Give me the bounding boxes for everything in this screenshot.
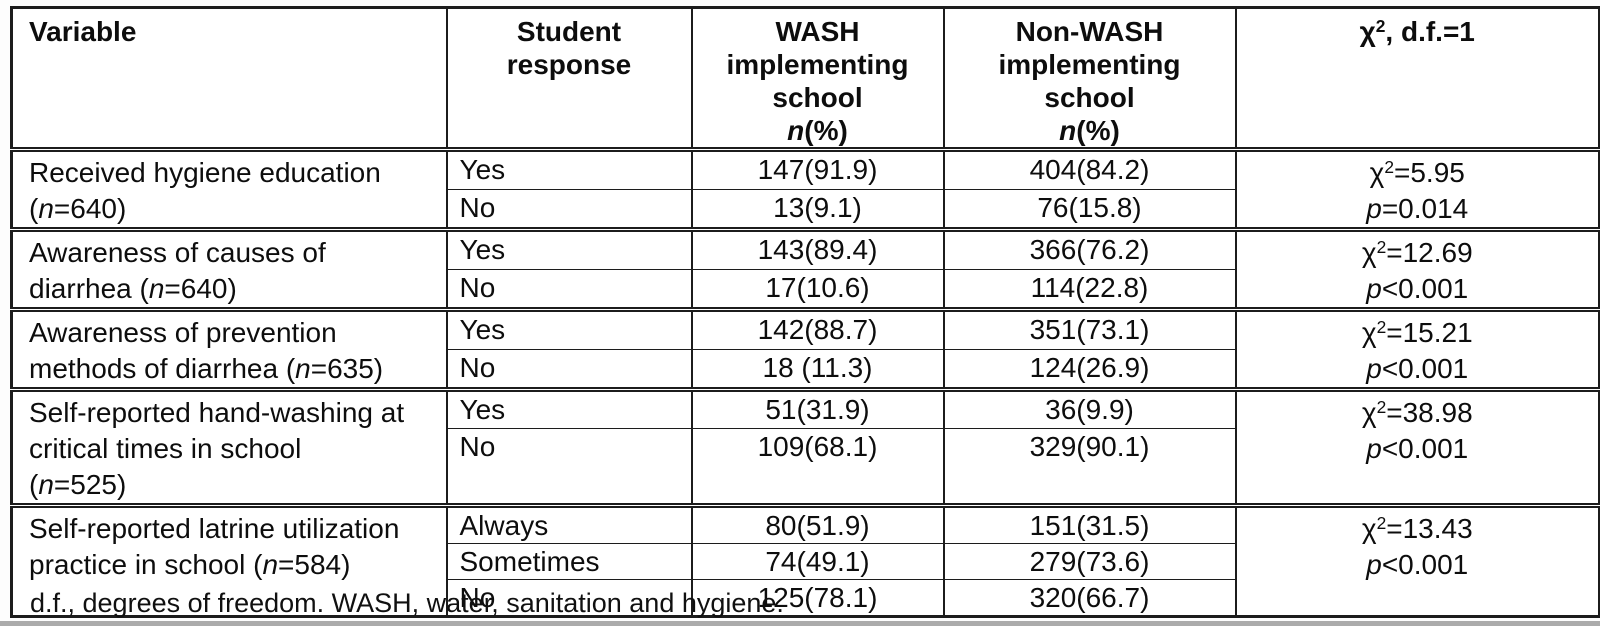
- header-line: WASH: [775, 16, 860, 47]
- header-wash-school: WASH implementing school n(%): [690, 6, 945, 152]
- header-non-wash-school: Non-WASH implementing school n(%): [942, 6, 1237, 152]
- chi-statistic: χ2=12.69: [1361, 237, 1473, 268]
- response-cell: Sometimes: [445, 543, 693, 580]
- wash-value-cell: 109(68.1): [690, 428, 945, 506]
- variable-line: critical times in school: [29, 433, 302, 464]
- paper-table-region: Variable Student response WASH implement…: [10, 6, 1600, 618]
- response-cell: No: [445, 189, 693, 230]
- header-line: response: [506, 49, 632, 80]
- header-line: school: [1044, 82, 1135, 113]
- chi-statistic: χ2=15.21: [1361, 317, 1473, 348]
- response-cell: No: [445, 349, 693, 390]
- wash-value-cell: 80(51.9): [690, 503, 945, 544]
- header-line: school: [772, 82, 863, 113]
- nonwash-value-cell: 114(22.8): [942, 269, 1237, 310]
- statistics-table: Variable Student response WASH implement…: [10, 6, 1600, 618]
- row-hand-washing-yes: Self-reported hand-washing at critical t…: [10, 386, 1600, 506]
- chi-statistic: χ2=13.43: [1361, 513, 1473, 544]
- variable-line: practice in school (n=584): [29, 549, 351, 580]
- variable-cell: Self-reported latrine utilization practi…: [10, 503, 448, 617]
- header-line: implementing: [998, 49, 1181, 80]
- nonwash-value-cell: 329(90.1): [942, 428, 1237, 506]
- response-cell: No: [445, 428, 693, 506]
- header-line: Student: [516, 16, 622, 47]
- nonwash-value-cell: 404(84.2): [942, 147, 1237, 190]
- header-line: n(%): [1059, 115, 1120, 146]
- variable-line: Self-reported latrine utilization: [29, 513, 400, 544]
- chi-square-cell: χ2=5.95 p=0.014: [1234, 147, 1600, 230]
- wash-value-cell: 142(88.7): [690, 307, 945, 350]
- header-student-response: Student response: [445, 6, 693, 152]
- chi-square-cell: χ2=13.43 p<0.001: [1234, 503, 1600, 617]
- wash-value-cell: 74(49.1): [690, 543, 945, 580]
- table-footnote: d.f., degrees of freedom. WASH, water, s…: [30, 588, 784, 618]
- response-cell: No: [445, 579, 693, 617]
- p-value: p<0.001: [1366, 353, 1469, 384]
- variable-line: diarrhea (n=640): [29, 273, 237, 304]
- wash-value-cell: 13(9.1): [690, 189, 945, 230]
- variable-line: Awareness of causes of: [29, 237, 326, 268]
- variable-cell: Self-reported hand-washing at critical t…: [10, 387, 448, 506]
- row-causes-awareness-yes: Awareness of causes of diarrhea (n=640) …: [10, 227, 1600, 310]
- wash-value-cell: 147(91.9): [690, 147, 945, 190]
- variable-line: (n=640): [29, 193, 127, 224]
- nonwash-value-cell: 351(73.1): [942, 307, 1237, 350]
- p-value: p<0.001: [1366, 273, 1469, 304]
- chi-square-cell: χ2=38.98 p<0.001: [1234, 387, 1600, 506]
- response-cell: Yes: [445, 307, 693, 350]
- response-cell: Always: [445, 503, 693, 544]
- header-row: Variable Student response WASH implement…: [10, 6, 1600, 152]
- variable-line: methods of diarrhea (n=635): [29, 353, 384, 384]
- chi-square-cell: χ2=15.21 p<0.001: [1234, 307, 1600, 390]
- header-variable: Variable: [10, 6, 448, 152]
- variable-line: (n=525): [29, 469, 127, 500]
- variable-line: Self-reported hand-washing at: [29, 397, 405, 428]
- wash-value-cell: 18 (11.3): [690, 349, 945, 390]
- nonwash-value-cell: 36(9.9): [942, 386, 1237, 430]
- response-cell: Yes: [445, 147, 693, 190]
- row-latrine-always: Self-reported latrine utilization practi…: [10, 503, 1600, 617]
- row-hand-washing-no: No 109(68.1) 329(90.1): [12, 428, 1600, 506]
- chi-statistic: χ2=5.95: [1369, 157, 1465, 188]
- variable-line: Awareness of prevention: [29, 317, 337, 348]
- variable-cell: Awareness of prevention methods of diarr…: [10, 307, 448, 390]
- header-chi-square: χ2, d.f.=1: [1234, 6, 1600, 152]
- nonwash-value-cell: 124(26.9): [942, 349, 1237, 390]
- nonwash-value-cell: 320(66.7): [942, 579, 1237, 617]
- variable-line: Received hygiene education: [29, 157, 381, 188]
- variable-cell: Awareness of causes of diarrhea (n=640): [10, 227, 448, 310]
- wash-value-cell: 125(78.1): [690, 579, 945, 617]
- row-hygiene-education-no: No 13(9.1) 76(15.8): [12, 189, 1600, 230]
- p-value: p=0.014: [1366, 193, 1469, 224]
- row-latrine-sometimes: Sometimes 74(49.1) 279(73.6): [12, 543, 1600, 580]
- wash-value-cell: 51(31.9): [690, 386, 945, 430]
- p-value: p<0.001: [1366, 549, 1469, 580]
- wash-value-cell: 17(10.6): [690, 269, 945, 310]
- response-cell: No: [445, 269, 693, 310]
- response-cell: Yes: [445, 386, 693, 430]
- nonwash-value-cell: 76(15.8): [942, 189, 1237, 230]
- response-cell: Yes: [445, 227, 693, 270]
- row-latrine-no: No 125(78.1) 320(66.7): [12, 579, 1600, 617]
- nonwash-value-cell: 366(76.2): [942, 227, 1237, 270]
- p-value: p<0.001: [1366, 433, 1469, 464]
- nonwash-value-cell: 279(73.6): [942, 543, 1237, 580]
- row-hygiene-education-yes: Received hygiene education (n=640) Yes 1…: [10, 147, 1600, 230]
- nonwash-value-cell: 151(31.5): [942, 503, 1237, 544]
- scan-edge-artifact: [0, 621, 1600, 626]
- wash-value-cell: 143(89.4): [690, 227, 945, 270]
- row-prevention-awareness-yes: Awareness of prevention methods of diarr…: [10, 307, 1600, 390]
- header-line: Non-WASH: [1015, 16, 1164, 47]
- header-line: n(%): [787, 115, 848, 146]
- variable-cell: Received hygiene education (n=640): [10, 147, 448, 230]
- header-line: implementing: [726, 49, 909, 80]
- chi-statistic: χ2=38.98: [1361, 397, 1473, 428]
- chi-square-cell: χ2=12.69 p<0.001: [1234, 227, 1600, 310]
